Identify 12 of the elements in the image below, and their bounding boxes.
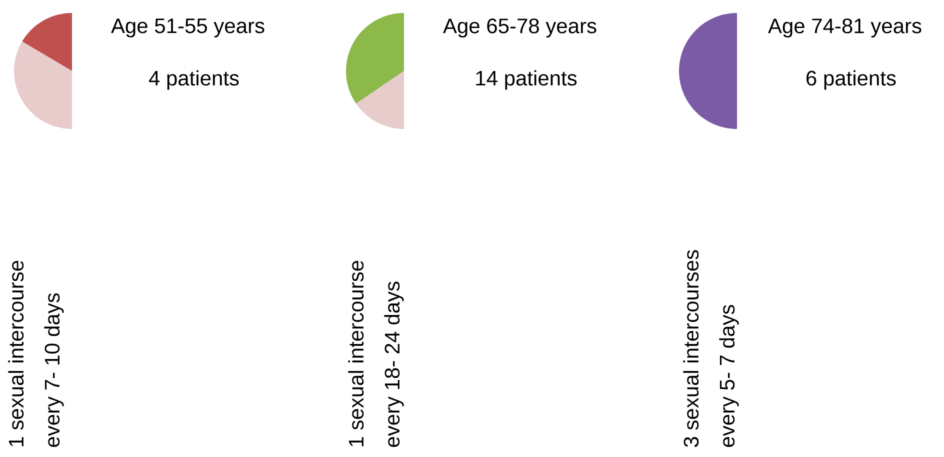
text: Age 65-78 years	[443, 18, 596, 38]
text: Age 51-55 years	[111, 18, 264, 38]
text: 6 patients	[806, 70, 896, 90]
text: 4 patients	[148, 70, 239, 90]
text: 1 sexual intercourse	[348, 260, 364, 446]
text: every 18- 24 days	[384, 282, 404, 447]
text: 14 patients	[476, 70, 577, 90]
text: 1 sexual intercourse	[8, 260, 24, 446]
text: Age 74-81 years	[768, 18, 922, 38]
text: 3 sexual intercourses	[683, 250, 699, 447]
text: every 7- 10 days	[44, 293, 64, 447]
text: every 5- 7 days	[719, 305, 739, 447]
